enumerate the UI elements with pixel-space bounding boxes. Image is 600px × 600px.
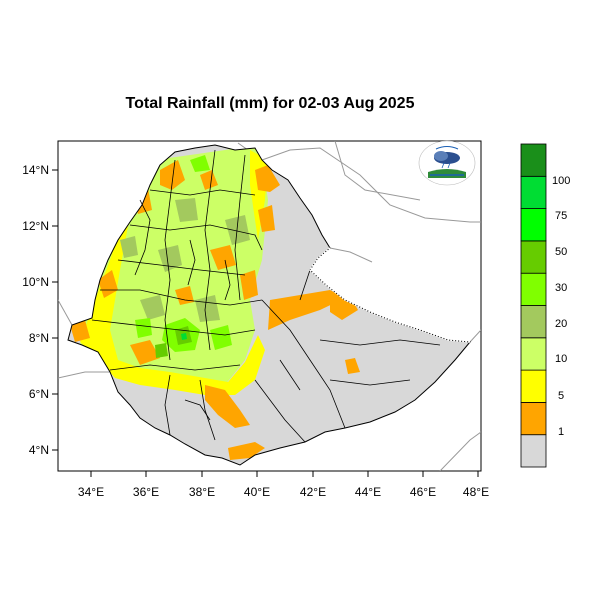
- y-tick-label: 12°N: [22, 219, 49, 233]
- x-tick-label: 34°E: [78, 485, 104, 499]
- legend-label: 20: [555, 318, 567, 330]
- x-axis-ticks: [90, 471, 479, 477]
- legend-colorbar: [520, 143, 547, 468]
- legend-label: 1: [558, 426, 564, 438]
- legend-labels: 1 5 10 20 30 50 75 100: [552, 175, 570, 438]
- legend-swatch: [520, 272, 547, 306]
- legend-swatch: [520, 401, 547, 436]
- legend-swatch: [520, 175, 547, 210]
- y-tick-label: 4°N: [29, 443, 49, 457]
- legend-label: 5: [558, 390, 564, 402]
- y-tick-label: 8°N: [29, 331, 49, 345]
- legend-label: 50: [555, 246, 567, 258]
- y-tick-label: 10°N: [22, 275, 49, 289]
- x-tick-label: 38°E: [189, 485, 215, 499]
- x-tick-label: 42°E: [300, 485, 326, 499]
- y-axis-labels: 14°N 12°N 10°N 8°N 6°N 4°N: [22, 163, 49, 457]
- legend-label: 30: [555, 282, 567, 294]
- x-tick-label: 46°E: [410, 485, 436, 499]
- ethiopian-meteorology-logo: [418, 140, 476, 186]
- x-tick-label: 48°E: [463, 485, 489, 499]
- y-tick-label: 14°N: [22, 163, 49, 177]
- legend-swatch: [520, 305, 547, 339]
- x-tick-label: 40°E: [244, 485, 270, 499]
- eastern-boundary-highlight: [309, 247, 471, 343]
- legend-swatch: [520, 143, 547, 177]
- y-tick-label: 6°N: [29, 387, 49, 401]
- legend-label: 75: [555, 210, 567, 222]
- y-axis-ticks: [52, 169, 58, 451]
- legend-swatch: [520, 434, 547, 468]
- legend-swatch: [520, 208, 547, 242]
- legend-swatch: [520, 369, 547, 403]
- map-title: Total Rainfall (mm) for 02-03 Aug 2025: [125, 95, 415, 112]
- legend-swatch: [520, 337, 547, 371]
- neighbor-borders: [58, 141, 481, 471]
- legend-label: 10: [555, 353, 567, 365]
- x-axis-labels: 34°E 36°E 38°E 40°E 42°E 44°E 46°E 48°E: [78, 485, 489, 499]
- admin-boundaries: [67, 144, 471, 466]
- legend-swatch: [520, 240, 547, 274]
- x-tick-label: 36°E: [133, 485, 159, 499]
- legend-label: 100: [552, 175, 570, 187]
- x-tick-label: 44°E: [355, 485, 381, 499]
